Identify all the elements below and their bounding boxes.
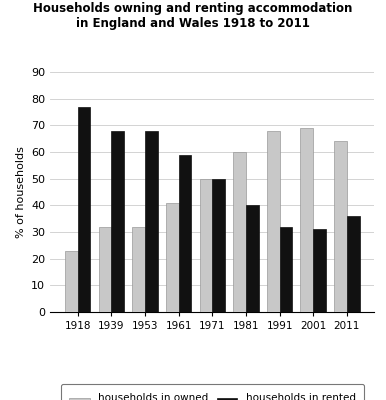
Bar xyxy=(246,205,259,312)
Bar xyxy=(132,227,145,312)
Bar xyxy=(179,155,191,312)
Text: Households owning and renting accommodation: Households owning and renting accommodat… xyxy=(33,2,353,15)
Bar xyxy=(267,131,279,312)
Bar xyxy=(98,227,111,312)
Bar xyxy=(313,229,326,312)
Bar xyxy=(111,131,124,312)
Bar xyxy=(233,152,246,312)
Bar xyxy=(279,227,292,312)
Bar xyxy=(166,203,179,312)
Bar xyxy=(300,128,313,312)
Bar xyxy=(347,216,360,312)
Y-axis label: % of households: % of households xyxy=(16,146,25,238)
Bar xyxy=(334,141,347,312)
Bar xyxy=(145,131,158,312)
Bar xyxy=(200,179,212,312)
Bar xyxy=(65,251,78,312)
Bar xyxy=(212,179,225,312)
Legend: households in owned
accommodation, households in rented
accommodation: households in owned accommodation, house… xyxy=(61,384,364,400)
Bar xyxy=(78,107,90,312)
Text: in England and Wales 1918 to 2011: in England and Wales 1918 to 2011 xyxy=(76,17,310,30)
